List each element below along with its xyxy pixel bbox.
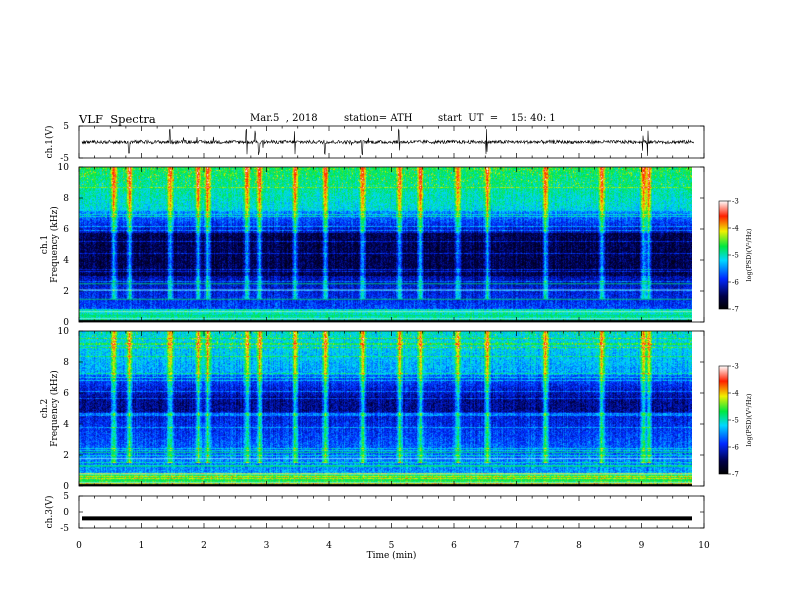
date-label: Mar.5 , 2018: [250, 113, 318, 124]
ch2-colorbar-tick-label: -4: [732, 390, 739, 398]
ch2-spec-ytick-label: 6: [63, 389, 69, 399]
ch1-colorbar-tick-label: -6: [732, 279, 739, 287]
ch1-spectrogram-image: [79, 167, 692, 322]
ch1-spec-ytick-label: 2: [63, 287, 69, 297]
ch1-waveform-plot: [81, 128, 695, 156]
ch1-colorbar-tick-label: -4: [732, 225, 739, 233]
ch1-spec-ylabel: Frequency (kHz): [49, 206, 60, 283]
ch2-colorbar-tick-label: -3: [732, 363, 739, 371]
ch2-colorbar-tick-label: -5: [732, 417, 739, 425]
start-time-label: start UT = 15: 40: 1: [438, 113, 556, 124]
ch1-colorbar-label: log(PSD)(V²/Hz): [745, 228, 753, 281]
ch3-wave-ytick-label: 5: [63, 492, 69, 502]
x-axis-label: Time (min): [367, 550, 417, 561]
ch2-spec-ytick-label: 4: [63, 420, 69, 430]
ch1-wave-ylabel: ch.1(V): [44, 126, 55, 159]
ch1-colorbar-bar: [718, 200, 729, 310]
ch2-spec-ytick-label: 8: [63, 358, 69, 368]
x-tick-label: 3: [264, 541, 270, 551]
ch1-colorbar-tick-label: -3: [732, 198, 739, 206]
ch2-spec-ytick-label: 10: [58, 327, 70, 337]
x-tick-label: 6: [451, 541, 457, 551]
ch2-colorbar-tick-label: -6: [732, 444, 739, 452]
x-tick-label: 10: [698, 541, 710, 551]
ch1-colorbar-tick-label: -7: [732, 306, 739, 314]
chart-title: VLF Spectra: [79, 112, 156, 126]
ch3-wave-ytick-label: -5: [60, 524, 69, 534]
ch1-waveform-trace: [81, 128, 695, 156]
ch3-wave-ytick-label: 0: [63, 508, 69, 518]
ch2-colorbar-tick-label: -7: [732, 471, 739, 479]
x-tick-label: 1: [139, 541, 145, 551]
ch2-spec-ytick-label: 0: [63, 482, 69, 492]
ch3-wave-ylabel: ch.3(V): [44, 496, 55, 529]
ch1-spec-ytick-label: 4: [63, 256, 69, 266]
x-tick-label: 2: [201, 541, 207, 551]
x-tick-label: 5: [389, 541, 395, 551]
ch1-spec-ytick-label: 8: [63, 194, 69, 204]
ch1-spec-ylabel: ch.1: [40, 235, 50, 254]
ch1-spec-ytick-label: 0: [63, 318, 69, 328]
ch2-colorbar-label: log(PSD)(V²/Hz): [745, 393, 753, 446]
ch2-spec-ylabel: Frequency (kHz): [49, 370, 60, 447]
ch1-spec-ytick-label: 10: [58, 163, 70, 173]
ch2-spec-ylabel: ch.2: [40, 399, 50, 418]
station-label: station= ATH: [344, 113, 413, 124]
ch2-spec-ytick-label: 2: [63, 451, 69, 461]
x-tick-label: 9: [639, 541, 645, 551]
x-tick-label: 7: [514, 541, 520, 551]
x-tick-label: 4: [326, 541, 332, 551]
ch1-colorbar-tick-label: -5: [732, 252, 739, 260]
ch1-wave-ytick-label: 5: [63, 122, 69, 132]
ch2-spectrogram-heatmap: [79, 331, 692, 486]
colorbars: -3 -4 -5 -6 -7 log(PSD)(V²/Hz) -3 -4 -5 -6 -7 log(P…: [718, 198, 753, 479]
x-tick-label: 0: [76, 541, 82, 551]
ch2-colorbar-bar: [718, 365, 729, 475]
x-tick-label: 8: [576, 541, 582, 551]
ch1-wave-ytick-label: -5: [60, 154, 69, 164]
axes-frames: [78, 125, 705, 529]
ch1-spectrogram-heatmap: [79, 167, 692, 322]
ch2-spectrogram-image: [79, 331, 692, 486]
ch1-spec-ytick-label: 6: [63, 225, 69, 235]
